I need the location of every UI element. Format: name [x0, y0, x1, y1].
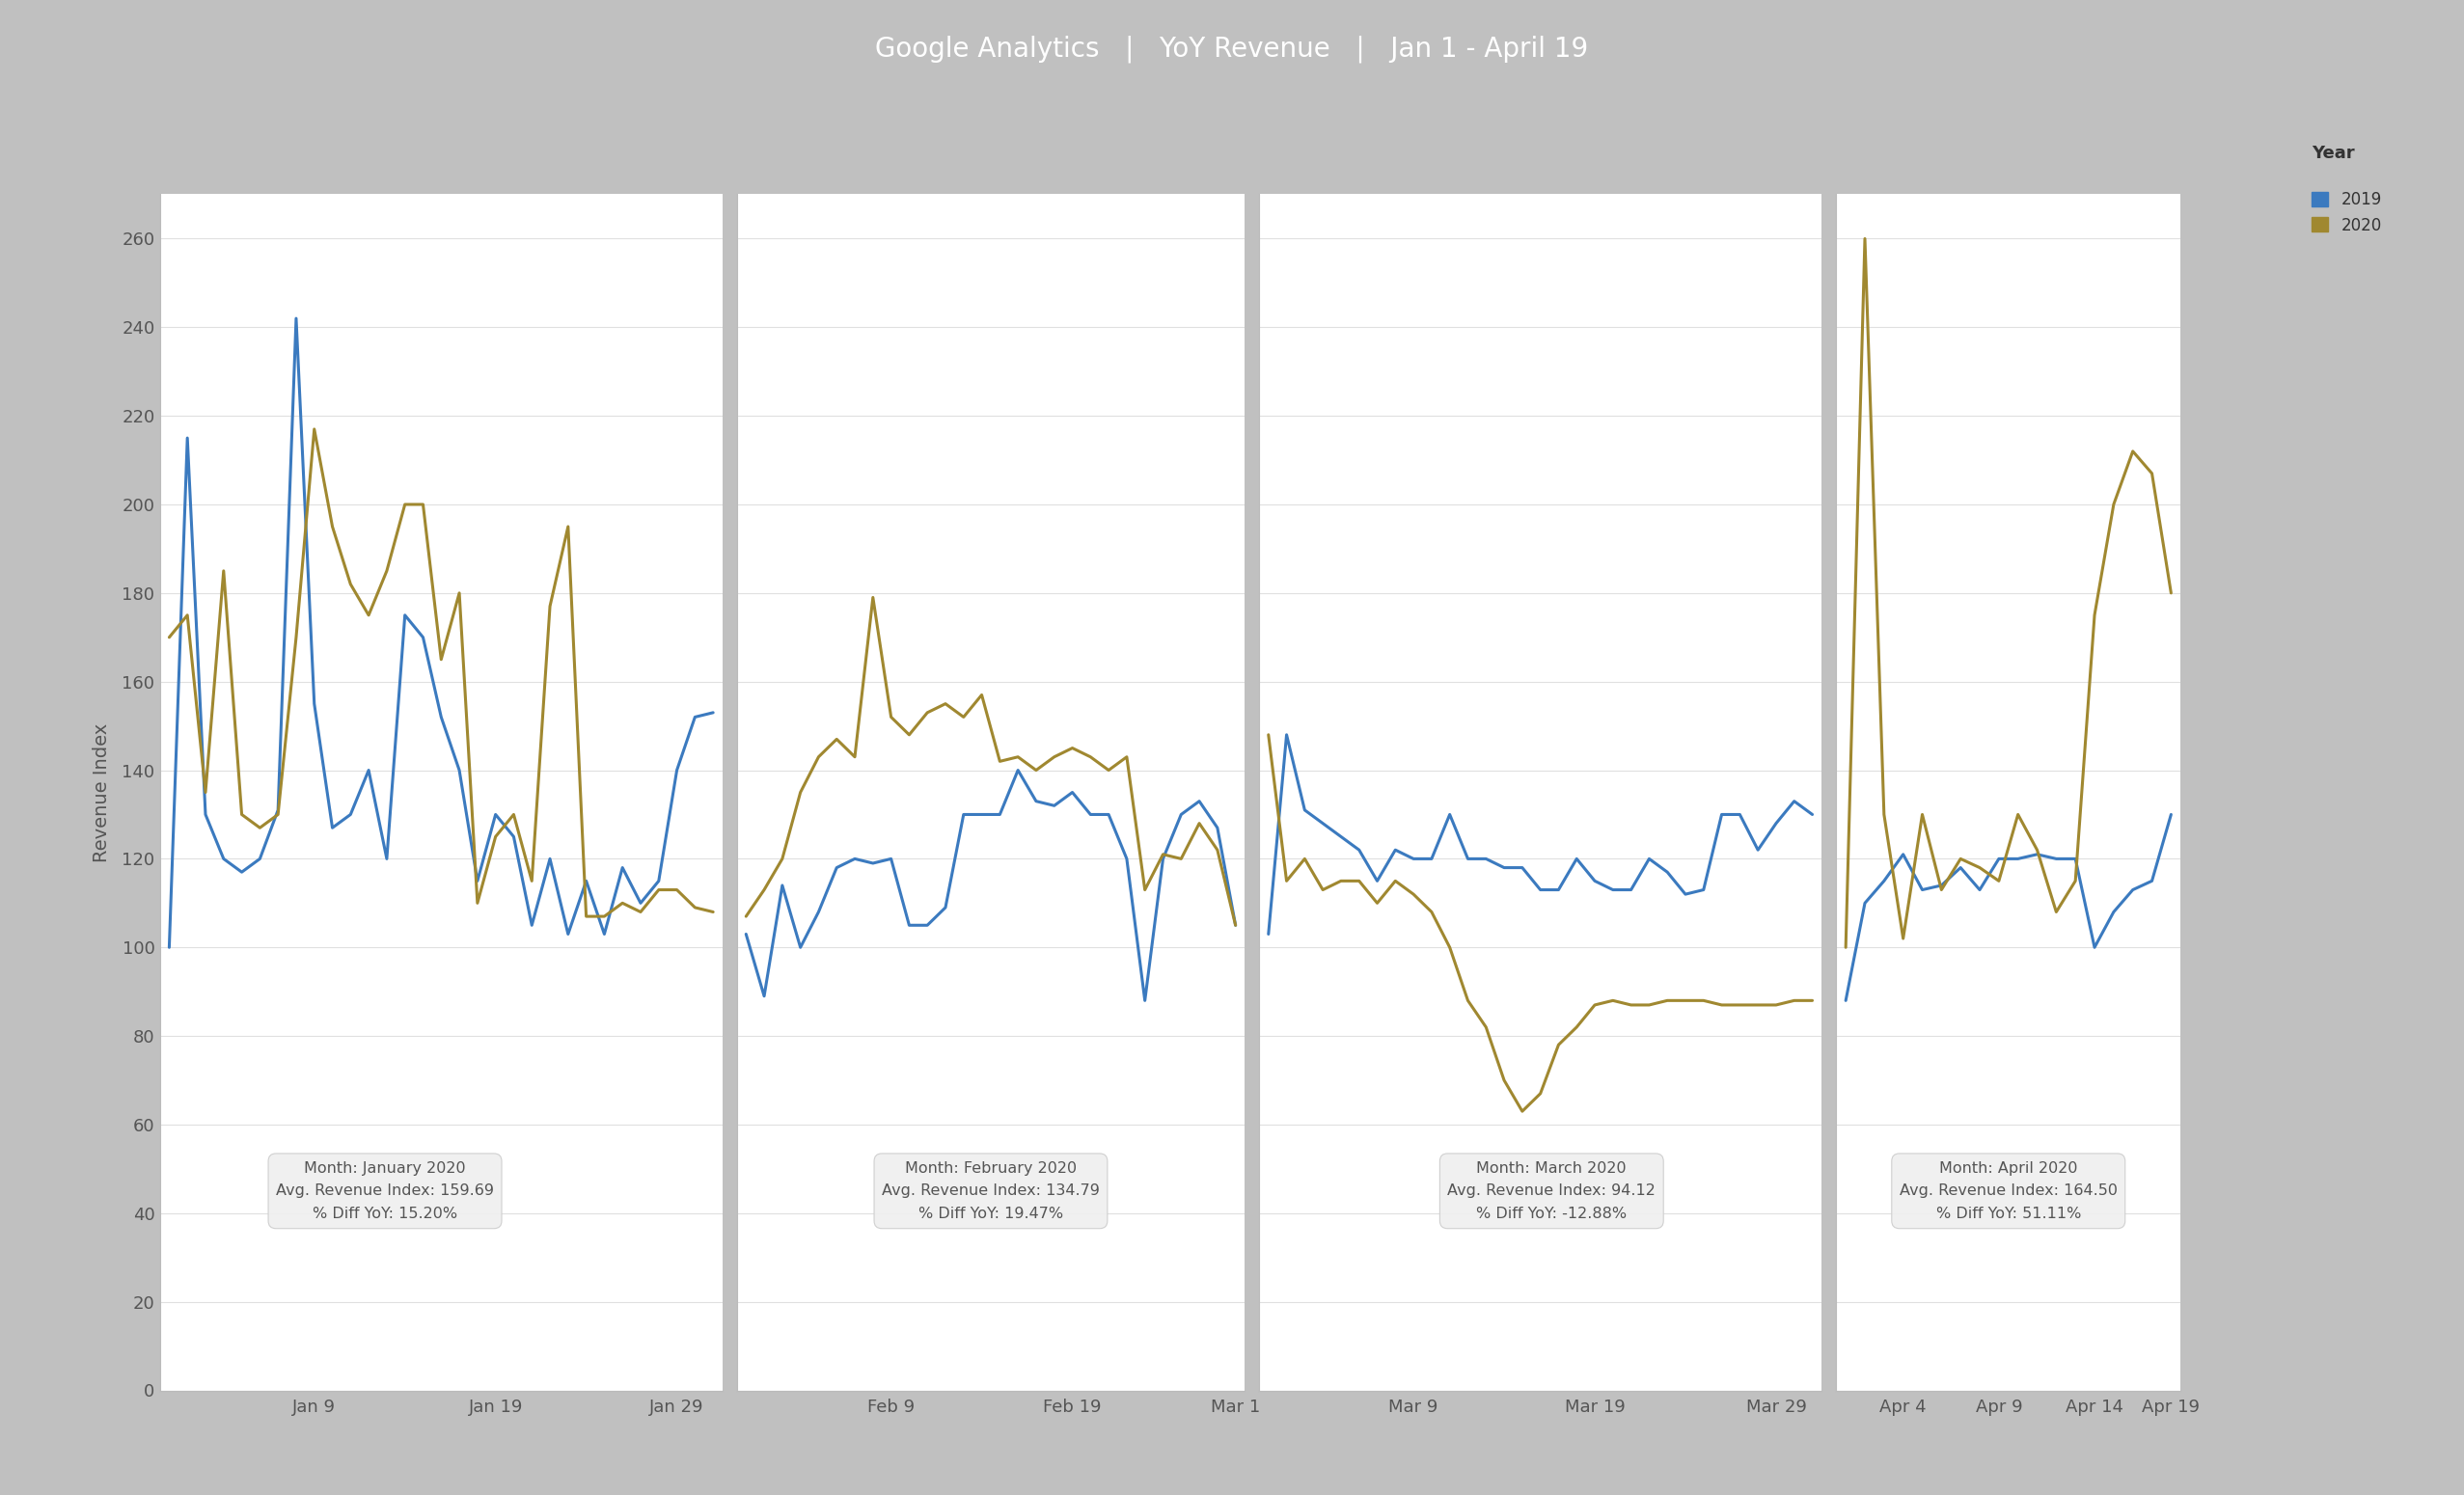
Y-axis label: Revenue Index: Revenue Index: [94, 722, 111, 863]
Legend: 2019, 2020: 2019, 2020: [2311, 191, 2383, 233]
Text: Year: Year: [2311, 145, 2353, 161]
Text: Month: March 2020
Avg. Revenue Index: 94.12
% Diff YoY: -12.88%: Month: March 2020 Avg. Revenue Index: 94…: [1446, 1162, 1656, 1221]
Text: Google Analytics   |   YoY Revenue   |   Jan 1 - April 19: Google Analytics | YoY Revenue | Jan 1 -…: [875, 34, 1589, 63]
Text: Month: April 2020
Avg. Revenue Index: 164.50
% Diff YoY: 51.11%: Month: April 2020 Avg. Revenue Index: 16…: [1900, 1162, 2117, 1221]
Text: Month: January 2020
Avg. Revenue Index: 159.69
% Diff YoY: 15.20%: Month: January 2020 Avg. Revenue Index: …: [276, 1162, 493, 1221]
Text: Month: February 2020
Avg. Revenue Index: 134.79
% Diff YoY: 19.47%: Month: February 2020 Avg. Revenue Index:…: [882, 1162, 1099, 1221]
